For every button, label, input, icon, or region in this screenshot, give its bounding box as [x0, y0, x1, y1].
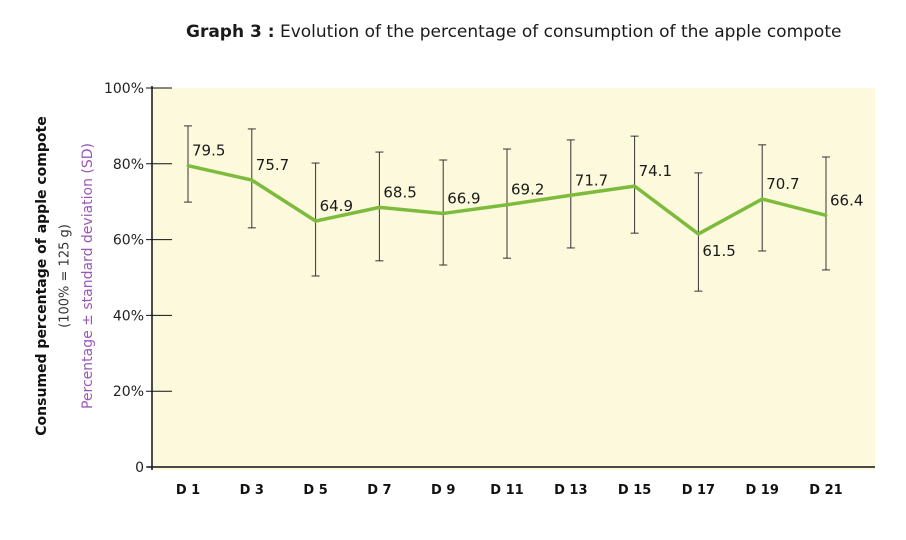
plot-background	[152, 88, 875, 470]
data-point	[505, 203, 509, 207]
x-tick-label: D 13	[554, 483, 587, 498]
y-tick-label: 40%	[113, 308, 144, 324]
data-point	[377, 205, 381, 209]
data-point	[824, 213, 828, 217]
title-text: Evolution of the percentage of consumpti…	[279, 22, 842, 42]
y-tick-label: 20%	[113, 384, 144, 400]
data-point	[314, 219, 318, 223]
data-label: 70.7	[766, 175, 799, 193]
data-label: 61.5	[702, 242, 735, 260]
title-bold: Graph 3 :	[186, 22, 275, 42]
chart-title: Graph 3 : Evolution of the percentage of…	[186, 22, 841, 42]
x-tick-label: D 3	[240, 483, 264, 498]
data-label: 71.7	[575, 171, 608, 189]
x-tick-label: D 9	[431, 483, 455, 498]
x-tick-label: D 21	[809, 483, 842, 498]
x-tick-label: D 17	[682, 483, 715, 498]
data-point	[760, 197, 764, 201]
y-tick-label: 100%	[104, 81, 144, 97]
data-label: 66.9	[447, 189, 480, 207]
data-label: 74.1	[639, 162, 672, 180]
y-tick-label: 60%	[113, 233, 144, 249]
data-point	[696, 232, 700, 236]
data-label: 64.9	[320, 197, 353, 215]
data-label: 69.2	[511, 181, 544, 199]
y-tick-label: 0	[135, 460, 144, 476]
data-label: 66.4	[830, 191, 863, 209]
data-label: 75.7	[256, 156, 289, 174]
x-tick-label: D 15	[618, 483, 651, 498]
data-label: 79.5	[192, 142, 225, 160]
x-tick-label: D 11	[490, 483, 523, 498]
data-point	[633, 184, 637, 188]
x-tick-label: D 7	[367, 483, 391, 498]
x-tick-label: D 5	[303, 483, 327, 498]
data-point	[569, 193, 573, 197]
x-tick-label: D 19	[745, 483, 778, 498]
data-point	[441, 211, 445, 215]
y-tick-label: 80%	[113, 157, 144, 173]
data-point	[186, 164, 190, 168]
data-point	[250, 178, 254, 182]
x-tick-label: D 1	[176, 483, 200, 498]
data-label: 68.5	[383, 183, 416, 201]
